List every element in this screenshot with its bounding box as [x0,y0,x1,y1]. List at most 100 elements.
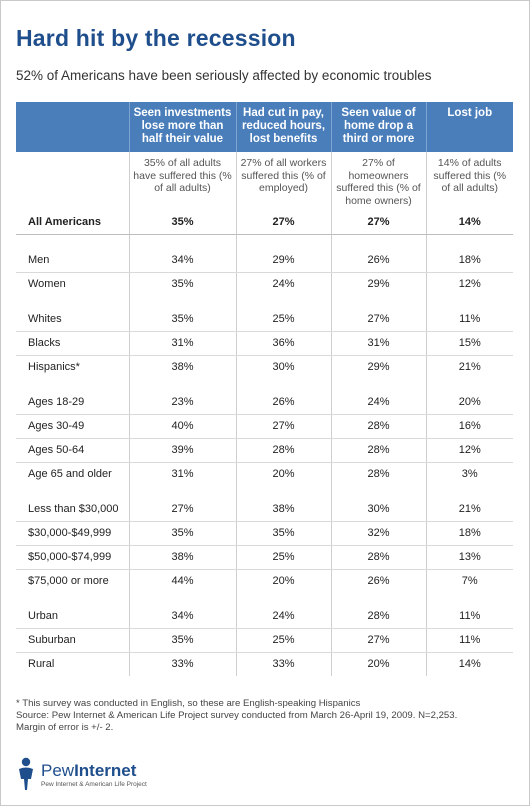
logo-word-internet: Internet [74,761,137,780]
spacer-cell [426,234,513,248]
table-row: Women 35% 24% 29% 12% [16,272,513,296]
table-body: 35% of all adults have suffered this (% … [16,152,513,676]
group-spacer [16,234,513,248]
table-cell: 28% [331,462,427,486]
spacer-cell [236,234,332,248]
table-cell: 25% [236,545,332,570]
table-cell: 27% [331,210,427,235]
margin-note: Margin of error is +/- 2. [16,722,114,733]
row-label: Men [16,248,130,273]
chart-subtitle: 52% of Americans have been seriously aff… [16,68,432,83]
table-cell: 29% [331,355,427,379]
spacer-cell [426,593,513,604]
row-label: Hispanics* [16,355,130,379]
table-cell: 7% [461,575,478,588]
group-spacer [16,379,513,390]
table-row: Rural 33% 33% 20% 14% [16,652,513,676]
column-header [16,102,130,152]
table-cell: 30% [236,355,332,379]
column-header: Seen investments lose more than half the… [129,102,237,152]
table-cell: 24% [331,390,427,415]
table-cell: 44% [129,569,237,593]
row-label: Suburban [16,628,130,653]
spacer-cell [236,296,332,307]
table-cell: 32% [331,521,427,546]
spacer-cell [331,296,427,307]
column-header: Seen value of home drop a third or more [331,102,427,152]
table-cell: 38% [236,497,332,522]
table-cell: 29% [331,272,427,296]
table-cell: 27% [236,414,332,439]
spacer-cell [129,234,237,248]
table-cell: 28% [331,438,427,463]
table-cell: 20% [236,462,332,486]
footer-notes: * This survey was conducted in English, … [16,698,516,734]
all-americans-row: All Americans 35% 27% 27% 14% [16,210,513,235]
table-row: Age 65 and older 31% 20% 28% 3% [16,462,513,486]
table-cell: 15% [426,331,513,356]
table-cell: 27% [331,628,427,653]
spacer-cell [236,379,332,390]
row-label: Ages 30-49 [16,414,130,439]
spacer-cell [236,593,332,604]
table-row: Suburban 35% 25% 27% 11% [16,628,513,653]
pew-internet-logo: PewInternet Pew Internet & American Life… [15,753,215,793]
logo-tagline: Pew Internet & American Life Project [41,781,147,788]
table-cell: 31% [331,331,427,356]
column-note: 14% of adults suffered this (% of all ad… [433,157,507,194]
table-cell: 16% [426,414,513,439]
table-cell: 23% [129,390,237,415]
spacer-cell [331,593,427,604]
spacer-cell [426,296,513,307]
spacer-cell [129,379,237,390]
row-label: Ages 50-64 [16,438,130,463]
table-cell: 35% [129,628,237,653]
row-label: All Americans [16,210,130,235]
table-cell: 11% [426,628,513,653]
table-cell: 28% [331,545,427,570]
row-label: Ages 18-29 [16,390,130,415]
table-row: Less than $30,000 27% 38% 30% 21% [16,497,513,522]
spacer-cell [426,486,513,497]
table-cell: 36% [236,331,332,356]
table-cell: 14% [458,658,481,671]
header-row: Seen investments lose more than half the… [16,102,513,152]
table-row: $30,000-$49,999 35% 35% 32% 18% [16,521,513,546]
table-cell: 39% [129,438,237,463]
table-cell: 38% [129,355,237,379]
spacer-cell [331,379,427,390]
table-cell: 28% [236,438,332,463]
row-label: Whites [16,307,130,332]
table-cell: 26% [331,248,427,273]
table-row: Men 34% 29% 26% 18% [16,248,513,273]
row-label: Blacks [16,331,130,356]
spacer-cell [16,486,130,497]
row-label: $75,000 or more [16,569,130,593]
row-label: $50,000-$74,999 [16,545,130,570]
table-row: Ages 50-64 39% 28% 28% 12% [16,438,513,463]
table-cell: 18% [426,521,513,546]
spacer-cell [236,486,332,497]
spacer-cell [16,234,130,248]
table-row: $75,000 or more 44% 20% 26% 7% [16,569,513,593]
row-label: Rural [16,652,130,676]
group-spacer [16,486,513,497]
table-cell: 18% [426,248,513,273]
logo-name: PewInternet [41,761,136,781]
table-cell: 28% [331,604,427,629]
spacer-cell [426,379,513,390]
table-cell: 35% [129,210,237,235]
pew-person-icon [19,757,33,790]
table-cell: 28% [331,414,427,439]
group-spacer [16,296,513,307]
table-cell: 35% [129,272,237,296]
table-cell: 27% [129,497,237,522]
table-cell: 21% [458,361,481,374]
table-cell: 33% [236,652,332,676]
table-cell: 11% [426,604,513,629]
row-label: $30,000-$49,999 [16,521,130,546]
spacer-cell [16,593,130,604]
table-cell: 31% [129,331,237,356]
table-cell: 20% [331,652,427,676]
row-label: Urban [16,604,130,629]
